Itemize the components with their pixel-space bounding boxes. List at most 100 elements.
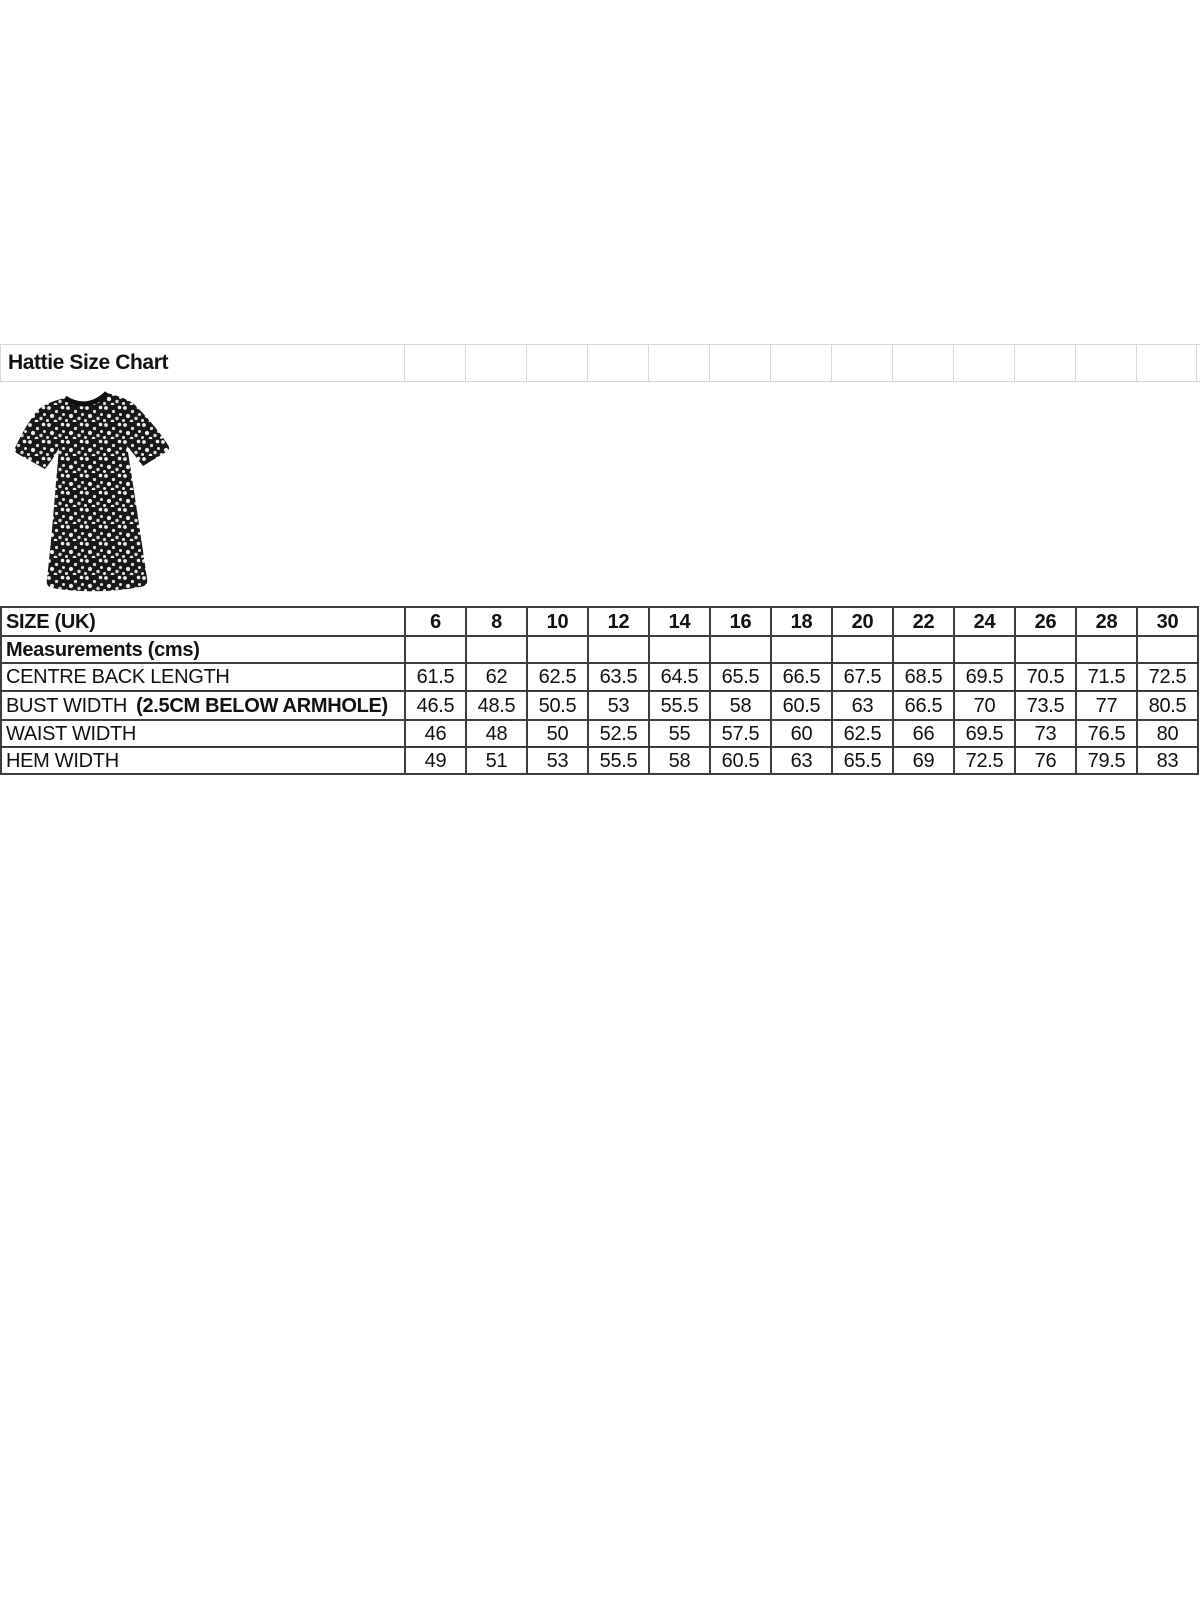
measurement-value-cell: 63.5 bbox=[587, 662, 650, 692]
measurement-row-label: CENTRE BACK LENGTH bbox=[0, 662, 406, 692]
measurement-name-note: (2.5CM BELOW ARMHOLE) bbox=[136, 694, 388, 717]
measurement-value-cell: 48 bbox=[465, 719, 528, 748]
measurement-value-cell: 55.5 bbox=[648, 690, 711, 721]
measurement-value-cell: 72.5 bbox=[1136, 662, 1199, 692]
measurement-value-cell: 70.5 bbox=[1014, 662, 1077, 692]
measurement-value-cell: 65.5 bbox=[831, 746, 894, 775]
measurement-value-cell: 55 bbox=[648, 719, 711, 748]
measurement-row: BUST WIDTH (2.5CM BELOW ARMHOLE) 46.5 48.5 5… bbox=[0, 690, 1199, 721]
measurement-value-cell: 62.5 bbox=[526, 662, 589, 692]
title-gridline-cell bbox=[1014, 345, 1075, 381]
title-gridline-cell bbox=[465, 345, 526, 381]
measurement-value-cell: 52.5 bbox=[587, 719, 650, 748]
measurement-value-cell: 73 bbox=[1014, 719, 1077, 748]
size-col-header: 6 bbox=[404, 606, 467, 637]
measurement-value-cell: 64.5 bbox=[648, 662, 711, 692]
measurement-value-cell: 46 bbox=[404, 719, 467, 748]
title-gridline-cell bbox=[526, 345, 587, 381]
size-col-header: 16 bbox=[709, 606, 772, 637]
measurement-row-label: HEM WIDTH bbox=[0, 746, 406, 775]
measurement-value-cell: 57.5 bbox=[709, 719, 772, 748]
measurement-name: HEM WIDTH bbox=[6, 749, 119, 772]
shirt-silhouette bbox=[14, 393, 170, 592]
measurement-row-label: BUST WIDTH (2.5CM BELOW ARMHOLE) bbox=[0, 690, 406, 721]
size-col-header: 10 bbox=[526, 606, 589, 637]
title-gridline-cell bbox=[1075, 345, 1136, 381]
empty-cell bbox=[1136, 635, 1199, 664]
measurement-name: CENTRE BACK LENGTH bbox=[6, 666, 230, 688]
measurement-value-cell: 53 bbox=[526, 746, 589, 775]
measurement-value-cell: 70 bbox=[953, 690, 1016, 721]
size-col-header: 20 bbox=[831, 606, 894, 637]
sheet-title-cell: Hattie Size Chart bbox=[0, 345, 404, 381]
empty-cell bbox=[648, 635, 711, 664]
size-col-header: 8 bbox=[465, 606, 528, 637]
empty-cell bbox=[831, 635, 894, 664]
title-gridline-cell bbox=[587, 345, 648, 381]
title-row: Hattie Size Chart bbox=[0, 344, 1200, 382]
measurement-value-cell: 80.5 bbox=[1136, 690, 1199, 721]
empty-cell bbox=[587, 635, 650, 664]
measurement-value-cell: 79.5 bbox=[1075, 746, 1138, 775]
title-gridline-cells bbox=[404, 345, 1197, 381]
shirt-neckband bbox=[63, 391, 109, 407]
sheet-title: Hattie Size Chart bbox=[8, 351, 169, 374]
measurement-value-cell: 80 bbox=[1136, 719, 1199, 748]
measurement-value-cell: 62 bbox=[465, 662, 528, 692]
measurement-value-cell: 72.5 bbox=[953, 746, 1016, 775]
measurement-value-cell: 50 bbox=[526, 719, 589, 748]
size-chart-table: SIZE (UK) 6 8 10 12 14 16 18 20 22 24 26 28 30 Measure… bbox=[0, 606, 1199, 775]
size-col-header: 30 bbox=[1136, 606, 1199, 637]
measurement-value-cell: 49 bbox=[404, 746, 467, 775]
empty-cell bbox=[526, 635, 589, 664]
measurement-value-cell: 67.5 bbox=[831, 662, 894, 692]
measurement-value-cell: 50.5 bbox=[526, 690, 589, 721]
empty-cell bbox=[709, 635, 772, 664]
measurement-value-cell: 76.5 bbox=[1075, 719, 1138, 748]
measurement-value-cell: 58 bbox=[709, 690, 772, 721]
measurement-value-cell: 66.5 bbox=[892, 690, 955, 721]
title-gridline-cell bbox=[404, 345, 465, 381]
measurement-value-cell: 73.5 bbox=[1014, 690, 1077, 721]
measurement-name: BUST WIDTH bbox=[6, 694, 128, 717]
size-col-header: 22 bbox=[892, 606, 955, 637]
measurements-label: Measurements (cms) bbox=[0, 635, 406, 664]
measurement-row: WAIST WIDTH 46 48 50 52.5 55 57.5 60 62.5 66 69.5 7… bbox=[0, 719, 1199, 748]
empty-cell bbox=[953, 635, 1016, 664]
size-col-header: 12 bbox=[587, 606, 650, 637]
measurements-subheader-row: Measurements (cms) bbox=[0, 635, 1199, 664]
measurement-value-cell: 61.5 bbox=[404, 662, 467, 692]
measurement-value-cell: 60.5 bbox=[770, 690, 833, 721]
measurement-value-cell: 76 bbox=[1014, 746, 1077, 775]
title-gridline-cell bbox=[1136, 345, 1197, 381]
measurement-value-cell: 63 bbox=[831, 690, 894, 721]
measurement-value-cell: 62.5 bbox=[831, 719, 894, 748]
measurement-value-cell: 58 bbox=[648, 746, 711, 775]
measurement-value-cell: 69.5 bbox=[953, 719, 1016, 748]
size-col-header: 14 bbox=[648, 606, 711, 637]
measurement-value-cell: 60 bbox=[770, 719, 833, 748]
measurement-value-cell: 66.5 bbox=[770, 662, 833, 692]
measurement-value-cell: 63 bbox=[770, 746, 833, 775]
measurement-value-cell: 53 bbox=[587, 690, 650, 721]
measurement-value-cell: 77 bbox=[1075, 690, 1138, 721]
measurement-value-cell: 69.5 bbox=[953, 662, 1016, 692]
size-header-label: SIZE (UK) bbox=[0, 606, 406, 637]
size-col-header: 26 bbox=[1014, 606, 1077, 637]
size-col-header: 28 bbox=[1075, 606, 1138, 637]
size-col-header: 24 bbox=[953, 606, 1016, 637]
measurement-name: WAIST WIDTH bbox=[6, 722, 137, 745]
title-gridline-cell bbox=[770, 345, 831, 381]
empty-cell bbox=[1014, 635, 1077, 664]
measurement-value-cell: 48.5 bbox=[465, 690, 528, 721]
title-gridline-cell bbox=[648, 345, 709, 381]
measurement-value-cell: 66 bbox=[892, 719, 955, 748]
size-col-header: 18 bbox=[770, 606, 833, 637]
measurement-row: HEM WIDTH 49 51 53 55.5 58 60.5 63 65.5 69 72.5 76 7… bbox=[0, 746, 1199, 775]
measurement-value-cell: 55.5 bbox=[587, 746, 650, 775]
measurement-value-cell: 60.5 bbox=[709, 746, 772, 775]
title-gridline-cell bbox=[892, 345, 953, 381]
title-gridline-cell bbox=[709, 345, 770, 381]
measurement-value-cell: 68.5 bbox=[892, 662, 955, 692]
